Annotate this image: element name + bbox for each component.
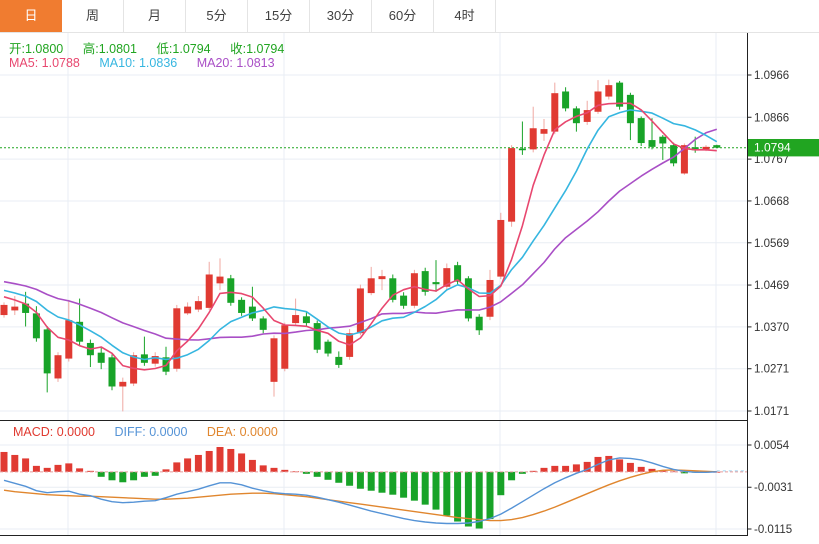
ma-readout: MA5: 1.0788 MA10: 1.0836 MA20: 1.0813: [9, 56, 291, 70]
ma5-readout: MA5: 1.0788: [9, 56, 80, 70]
ohlc-open: 开:1.0800: [9, 42, 64, 56]
last-price-value: 1.0794: [754, 141, 791, 155]
macd-readout: MACD: 0.0000 DIFF: 0.0000 DEA: 0.0000: [13, 425, 294, 439]
axis-tick-label: -0.0115: [754, 524, 792, 536]
ma10-readout: MA10: 1.0836: [99, 56, 178, 70]
tab-4hour[interactable]: 4时: [434, 0, 496, 32]
candlestick-series: [0, 79, 721, 412]
ma5-line: [3, 102, 717, 371]
tab-month[interactable]: 月: [124, 0, 186, 32]
axis-labels: 1.0966 1.0866 1.0767 1.0668 1.0569 1.0469 1.03…: [747, 70, 793, 536]
axis-tick-label: 1.0569: [754, 238, 789, 250]
macd-value: MACD: 0.0000: [13, 425, 95, 439]
last-price-tag: 1.0794: [748, 138, 819, 157]
axis-tick-label: 1.0171: [754, 406, 789, 418]
macd-panel: [0, 446, 747, 529]
timeframe-tabbar: 日 周 月 5分 15分 30分 60分 4时: [0, 0, 819, 33]
axis-tick-label: 0.0054: [754, 440, 790, 452]
axis-tick-label: 1.0966: [754, 70, 789, 82]
axis-tick-label: 1.0469: [754, 280, 789, 292]
axis-tick-label: 1.0767: [754, 154, 789, 166]
tab-15min[interactable]: 15分: [248, 0, 310, 32]
axis-tick-label: 1.0370: [754, 322, 789, 334]
tab-60min[interactable]: 60分: [372, 0, 434, 32]
axis-tick-label: 1.0668: [754, 196, 789, 208]
axis-tick-label: 1.0866: [754, 112, 789, 124]
diff-line: [3, 457, 717, 525]
tab-day[interactable]: 日: [0, 0, 62, 32]
ohlc-high: 高:1.0801: [82, 42, 137, 56]
ma20-readout: MA20: 1.0813: [196, 56, 275, 70]
tab-week[interactable]: 周: [62, 0, 124, 32]
dea-value: DEA: 0.0000: [206, 425, 278, 439]
dea-line: [3, 469, 717, 522]
ohlc-readout: 开:1.0800 高:1.0801 低:1.0794 收:1.0794: [9, 38, 300, 57]
diff-value: DIFF: 0.0000: [114, 425, 188, 439]
ma20-line: [3, 128, 718, 341]
ma-lines: [3, 102, 718, 371]
axis-tick-label: -0.0031: [754, 482, 793, 494]
tab-5min[interactable]: 5分: [186, 0, 248, 32]
ma10-line: [3, 109, 718, 361]
axis-tick-label: 1.0271: [754, 364, 789, 376]
tab-30min[interactable]: 30分: [310, 0, 372, 32]
ohlc-low: 低:1.0794: [156, 42, 211, 56]
ohlc-close: 收:1.0794: [230, 42, 285, 56]
